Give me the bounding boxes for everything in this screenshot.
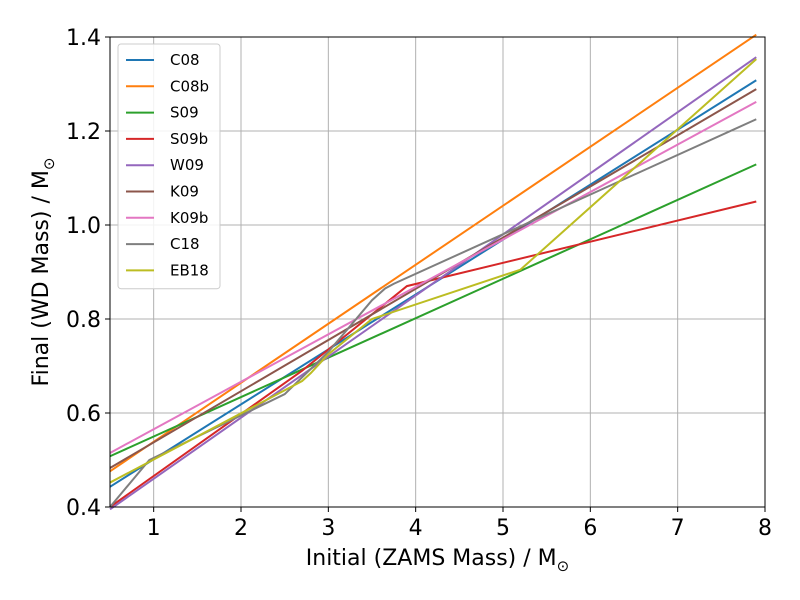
x-tick-label: 6 [583,516,597,541]
series-line-eb18 [109,58,757,484]
series-line-c08b [109,33,757,473]
legend-label: C18 [170,235,200,253]
x-tick-label: 2 [234,516,248,541]
legend-label: S09 [170,104,199,122]
series-line-k09b [109,100,757,454]
y-tick-label: 1.2 [66,120,101,145]
ticks: 1 2 3 4 5 6 7 8 0.4 0.6 0.8 1.0 1.2 1.4 [66,26,772,541]
series-line-k09 [109,88,757,469]
legend-label: S09b [170,130,208,148]
legend-label: K09b [170,209,208,227]
x-tick-label: 4 [409,516,423,541]
plot-frame [109,36,766,508]
legend: C08 C08b S09 S09b W09 K09 K09b C18 EB18 [117,43,221,290]
legend-label: W09 [170,156,204,174]
x-tick-label: 7 [671,516,685,541]
legend-box [117,43,221,290]
x-tick-label: 1 [147,516,161,541]
series-layer [109,33,757,511]
y-tick-label: 1.4 [66,26,101,51]
series-line-s09 [109,163,757,458]
y-tick-label: 0.4 [66,496,101,521]
legend-label: K09 [170,183,199,201]
y-tick-label: 0.6 [66,402,101,427]
y-tick-label: 1.0 [66,214,101,239]
x-tick-label: 5 [496,516,510,541]
series-line-s09b [109,200,757,508]
legend-label: EB18 [170,261,209,279]
y-tick-label: 0.8 [66,308,101,333]
legend-label: C08 [170,51,200,69]
y-axis-label: Final (WD Mass) / M⊙ [29,158,58,387]
legend-label: C08b [170,77,209,95]
x-tick-label: 3 [321,516,335,541]
x-tick-label: 8 [758,516,772,541]
series-line-w09 [109,56,757,511]
x-axis-label: Initial (ZAMS Mass) / M⊙ [306,546,569,575]
